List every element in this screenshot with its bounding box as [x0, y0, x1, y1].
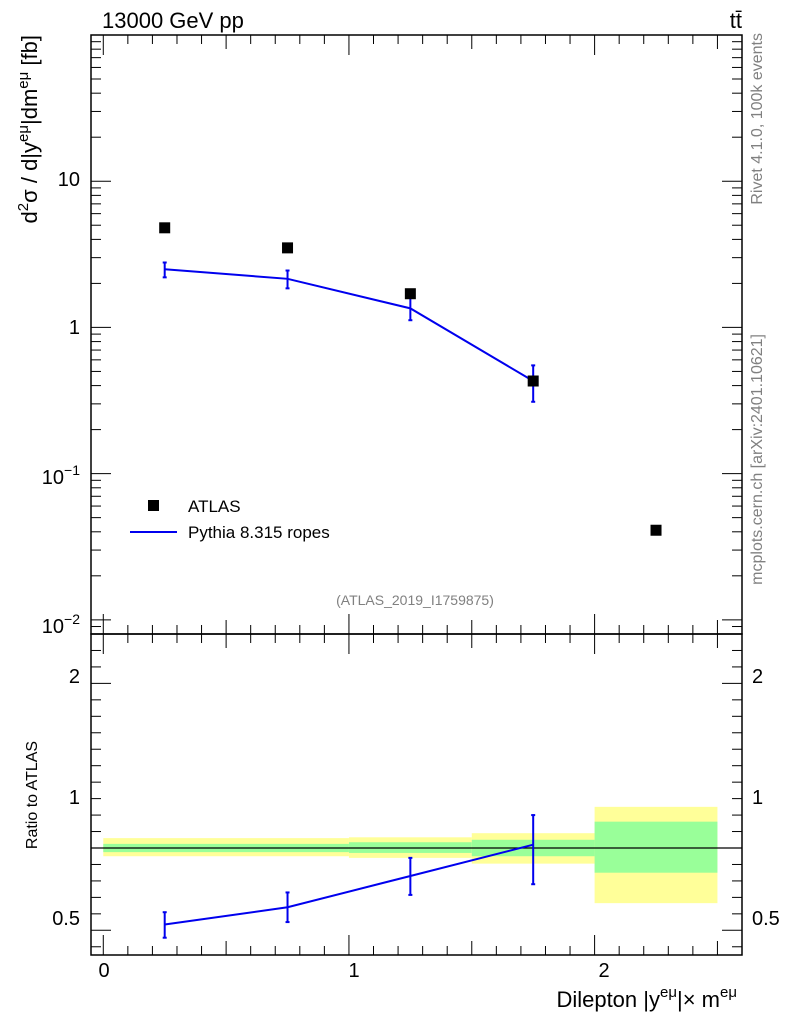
legend: ATLAS Pythia 8.315 ropes	[130, 497, 330, 542]
ratio-plot-marks	[162, 814, 536, 939]
source-label: mcplots.cern.ch [arXiv:2401.10621]	[749, 334, 766, 585]
legend-atlas-marker	[148, 500, 159, 511]
ratio-y-tick-label-0.5: 0.5	[52, 908, 80, 930]
pythia-line	[164, 268, 534, 382]
rivet-label: Rivet 4.1.0, 100k events	[749, 33, 766, 205]
y-tick-label-0.01: 10−2	[42, 611, 80, 638]
atlas-point	[159, 222, 171, 234]
x-axis-label: Dilepton |yeμ|× meμ	[556, 984, 737, 1012]
analysis-label: (ATLAS_2019_I1759875)	[336, 592, 494, 608]
y-tick-label-1: 1	[69, 317, 80, 339]
ratio-band-inner-3	[594, 821, 718, 873]
atlas-point	[282, 242, 294, 254]
y-axis-label: d2σ / d|yeμ|dmeμ [fb]	[15, 35, 42, 223]
legend-pythia-label: Pythia 8.315 ropes	[188, 523, 330, 542]
ratio-y-tick-label-1: 1	[69, 787, 80, 809]
ratio-y-tick-label-right-1: 1	[752, 787, 763, 809]
x-tick-label-1: 1	[348, 960, 359, 982]
ratio-y-tick-label-2: 2	[69, 666, 80, 688]
energy-label: 13000 GeV pp	[102, 8, 244, 33]
atlas-point	[650, 524, 662, 536]
atlas-point	[527, 375, 539, 387]
ratio-y-tick-label-right-0.5: 0.5	[752, 908, 780, 930]
y-tick-label-10: 10	[58, 169, 80, 191]
ratio-y-tick-label-right-2: 2	[752, 666, 763, 688]
axes-ticks	[91, 35, 742, 955]
legend-atlas-label: ATLAS	[188, 497, 241, 516]
atlas-point	[404, 288, 416, 300]
ratio-pythia-line	[164, 843, 534, 926]
process-label: tt̄	[730, 8, 742, 33]
y-tick-label-0.1: 10−1	[42, 462, 80, 489]
ratio-plot-frame	[90, 633, 743, 956]
main-plot-frame	[90, 34, 743, 635]
ratio-y-axis-label: Ratio to ATLAS	[24, 741, 41, 849]
x-tick-label-0: 0	[98, 960, 109, 982]
x-tick-label-2: 2	[598, 960, 609, 982]
main-plot-marks	[159, 222, 662, 536]
